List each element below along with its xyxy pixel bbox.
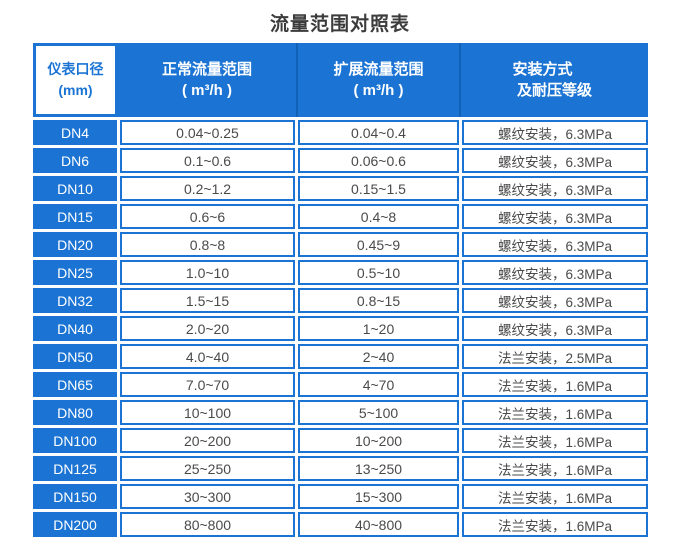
table-row: DN4 0.04~0.25 0.04~0.4 螺纹安装，6.3MPa: [33, 120, 648, 145]
table-row: DN50 4.0~40 2~40 法兰安装，2.5MPa: [33, 344, 648, 369]
cell-extended-range: 2~40: [298, 344, 459, 369]
cell-normal-range: 1.5~15: [120, 288, 295, 313]
cell-install-pressure: 螺纹安装，6.3MPa: [462, 232, 648, 257]
cell-install-pressure: 螺纹安装，6.3MPa: [462, 176, 648, 201]
cell-extended-range: 0.5~10: [298, 260, 459, 285]
cell-extended-range: 0.04~0.4: [298, 120, 459, 145]
cell-diameter: DN65: [33, 372, 117, 397]
table-row: DN40 2.0~20 1~20 螺纹安装，6.3MPa: [33, 316, 648, 341]
cell-diameter: DN80: [33, 400, 117, 425]
cell-extended-range: 0.8~15: [298, 288, 459, 313]
header-diameter-line2: (mm): [58, 82, 93, 98]
header-normal-line1: 正常流量范围: [161, 61, 252, 78]
cell-extended-range: 4~70: [298, 372, 459, 397]
table-row: DN200 80~800 40~800 法兰安装，1.6MPa: [33, 512, 648, 537]
cell-diameter: DN100: [33, 428, 117, 453]
cell-diameter: DN25: [33, 260, 117, 285]
cell-normal-range: 20~200: [120, 428, 295, 453]
cell-extended-range: 5~100: [298, 400, 459, 425]
cell-normal-range: 10~100: [120, 400, 295, 425]
cell-normal-range: 1.0~10: [120, 260, 295, 285]
cell-install-pressure: 法兰安装，1.6MPa: [462, 512, 648, 537]
cell-install-pressure: 螺纹安装，6.3MPa: [462, 204, 648, 229]
cell-install-pressure: 法兰安装，1.6MPa: [462, 456, 648, 481]
cell-diameter: DN20: [33, 232, 117, 257]
table-row: DN15 0.6~6 0.4~8 螺纹安装，6.3MPa: [33, 204, 648, 229]
cell-install-pressure: 法兰安装，1.6MPa: [462, 484, 648, 509]
cell-install-pressure: 螺纹安装，6.3MPa: [462, 260, 648, 285]
cell-normal-range: 0.2~1.2: [120, 176, 295, 201]
cell-extended-range: 13~250: [298, 456, 459, 481]
cell-normal-range: 4.0~40: [120, 344, 295, 369]
cell-normal-range: 30~300: [120, 484, 295, 509]
table-row: DN25 1.0~10 0.5~10 螺纹安装，6.3MPa: [33, 260, 648, 285]
table-row: DN80 10~100 5~100 法兰安装，1.6MPa: [33, 400, 648, 425]
header-install-line1: 安装方式: [512, 61, 573, 78]
cell-normal-range: 2.0~20: [120, 316, 295, 341]
cell-normal-range: 0.04~0.25: [120, 120, 295, 145]
cell-extended-range: 1~20: [298, 316, 459, 341]
cell-extended-range: 10~200: [298, 428, 459, 453]
table-row: DN65 7.0~70 4~70 法兰安装，1.6MPa: [33, 372, 648, 397]
cell-diameter: DN10: [33, 176, 117, 201]
cell-diameter: DN150: [33, 484, 117, 509]
table-row: DN6 0.1~0.6 0.06~0.6 螺纹安装，6.3MPa: [33, 148, 648, 173]
cell-install-pressure: 螺纹安装，6.3MPa: [462, 148, 648, 173]
cell-diameter: DN6: [33, 148, 117, 173]
header-cell-install-pressure: 安装方式 及耐压等级: [459, 43, 648, 117]
cell-install-pressure: 法兰安装，1.6MPa: [462, 372, 648, 397]
cell-diameter: DN4: [33, 120, 117, 145]
cell-normal-range: 7.0~70: [120, 372, 295, 397]
cell-diameter: DN40: [33, 316, 117, 341]
table-row: DN20 0.8~8 0.45~9 螺纹安装，6.3MPa: [33, 232, 648, 257]
cell-diameter: DN32: [33, 288, 117, 313]
table-body: DN4 0.04~0.25 0.04~0.4 螺纹安装，6.3MPa DN6 0…: [33, 120, 648, 537]
cell-extended-range: 15~300: [298, 484, 459, 509]
cell-install-pressure: 法兰安装，1.6MPa: [462, 400, 648, 425]
cell-extended-range: 40~800: [298, 512, 459, 537]
cell-install-pressure: 法兰安装，2.5MPa: [462, 344, 648, 369]
cell-diameter: DN200: [33, 512, 117, 537]
header-extended-line2: ( m³/h ): [353, 82, 404, 99]
table-row: DN150 30~300 15~300 法兰安装，1.6MPa: [33, 484, 648, 509]
header-diameter-line1: 仪表口径: [47, 61, 104, 77]
cell-extended-range: 0.15~1.5: [298, 176, 459, 201]
header-extended-line1: 扩展流量范围: [333, 61, 424, 78]
cell-normal-range: 25~250: [120, 456, 295, 481]
header-normal-line2: ( m³/h ): [182, 82, 232, 99]
header-cell-normal-range: 正常流量范围 ( m³/h ): [118, 43, 296, 117]
table-header-row: 仪表口径 (mm) 正常流量范围 ( m³/h ) 扩展流量范围 ( m³/h …: [33, 43, 648, 117]
cell-install-pressure: 螺纹安装，6.3MPa: [462, 120, 648, 145]
cell-diameter: DN125: [33, 456, 117, 481]
cell-diameter: DN50: [33, 344, 117, 369]
cell-install-pressure: 螺纹安装，6.3MPa: [462, 288, 648, 313]
cell-diameter: DN15: [33, 204, 117, 229]
cell-normal-range: 0.8~8: [120, 232, 295, 257]
header-cell-extended-range: 扩展流量范围 ( m³/h ): [296, 43, 459, 117]
cell-normal-range: 0.1~0.6: [120, 148, 295, 173]
table-row: DN10 0.2~1.2 0.15~1.5 螺纹安装，6.3MPa: [33, 176, 648, 201]
cell-extended-range: 0.06~0.6: [298, 148, 459, 173]
flow-range-table: 仪表口径 (mm) 正常流量范围 ( m³/h ) 扩展流量范围 ( m³/h …: [33, 43, 648, 537]
cell-normal-range: 0.6~6: [120, 204, 295, 229]
table-row: DN32 1.5~15 0.8~15 螺纹安装，6.3MPa: [33, 288, 648, 313]
cell-normal-range: 80~800: [120, 512, 295, 537]
header-install-line2: 及耐压等级: [516, 82, 592, 99]
page-title: 流量范围对照表: [269, 14, 410, 35]
header-cell-diameter: 仪表口径 (mm): [33, 43, 118, 117]
cell-extended-range: 0.4~8: [298, 204, 459, 229]
table-row: DN100 20~200 10~200 法兰安装，1.6MPa: [33, 428, 648, 453]
cell-extended-range: 0.45~9: [298, 232, 459, 257]
cell-install-pressure: 法兰安装，1.6MPa: [462, 428, 648, 453]
table-row: DN125 25~250 13~250 法兰安装，1.6MPa: [33, 456, 648, 481]
cell-install-pressure: 螺纹安装，6.3MPa: [462, 316, 648, 341]
